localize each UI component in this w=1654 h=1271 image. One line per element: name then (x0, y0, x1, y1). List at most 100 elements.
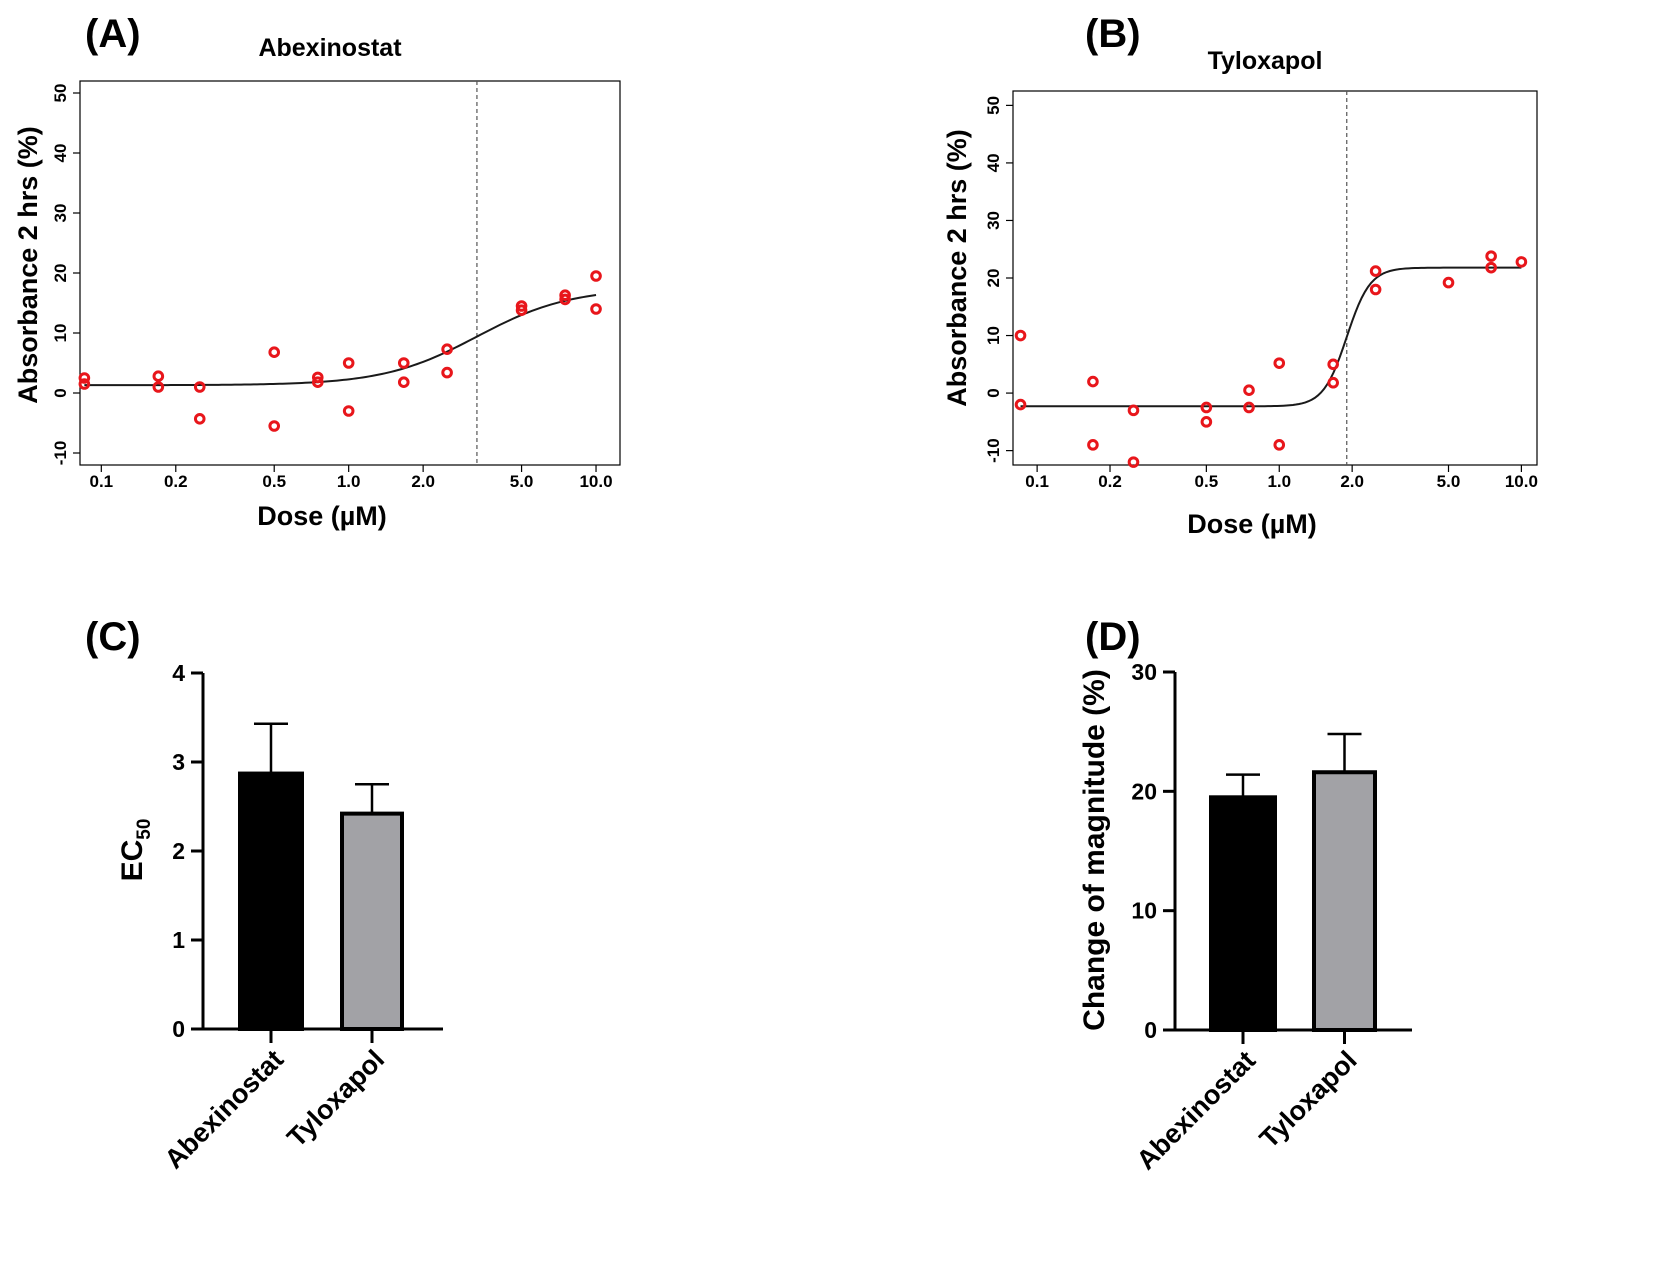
chart-d-bar-abexinostat (1209, 795, 1277, 1032)
chart-b-y-tick-label: 40 (984, 153, 1003, 172)
chart-b-data-point (1273, 357, 1286, 369)
chart-a-x-axis-title: Dose (µM) (257, 501, 387, 531)
panel-label-d: (D) (1085, 615, 1141, 659)
chart-a-x-tick-label: 0.1 (89, 472, 113, 491)
chart-d-y-tick-label: 10 (1131, 898, 1157, 924)
chart-a-data-point (559, 289, 571, 302)
chart-a-title: Abexinostat (258, 34, 402, 62)
chart-a-data-point (441, 366, 453, 379)
chart-c-category-label-tyloxapol: Tyloxapol (281, 1044, 390, 1153)
chart-b-x-axis-title: Dose (µM) (1187, 509, 1317, 539)
chart-b-data-point (1369, 283, 1382, 296)
chart-a-x-tick-label: 1.0 (337, 472, 361, 491)
chart-b-title: Tyloxapol (1208, 47, 1323, 75)
chart-b-x-tick-label: 10.0 (1505, 472, 1538, 491)
chart-a-data-point (441, 343, 453, 356)
chart-c-y-tick-label: 2 (172, 838, 185, 864)
chart-a-x-tick-label: 5.0 (510, 472, 534, 491)
chart-a-x-tick-label: 2.0 (411, 472, 435, 491)
chart-a-y-tick-label: 0 (51, 388, 70, 397)
chart-a-data-point (515, 304, 528, 317)
chart-d-bar-tyloxapol (1312, 770, 1377, 1032)
chart-b-y-tick-label: 30 (984, 211, 1003, 230)
chart-b-data-point (1014, 398, 1027, 411)
chart-a-x-tick-label: 10.0 (579, 472, 612, 491)
chart-a-fit-curve (84, 294, 597, 387)
chart-a-data-point (397, 376, 410, 389)
chart-a-data-point (342, 405, 355, 417)
chart-a-x-tick-label: 0.5 (262, 472, 286, 491)
chart-c-y-tick-label: 1 (172, 927, 185, 953)
chart-c-category-label-abexinostat: Abexinostat (159, 1044, 289, 1174)
chart-b-dose-response-tyloxapol: Tyloxapol 0.1 0.2 0.5 1.0 2.0 5.0 10.0 -10 0 10 20 3… (942, 47, 1538, 539)
chart-a-data-point (268, 420, 281, 432)
chart-a-data-point (590, 270, 602, 282)
chart-a-y-tick-label: 30 (51, 204, 70, 223)
panel-label-a: (A) (85, 12, 141, 56)
chart-a-y-tick-label: 50 (51, 84, 70, 103)
chart-a-data-point (268, 346, 281, 359)
chart-d-y-axis-title: Change of magnitude (%) (1078, 669, 1111, 1031)
chart-b-data-point (1243, 401, 1255, 414)
chart-d-y-axis-title-main: Change of magnitude (%) (1078, 669, 1111, 1031)
chart-b-x-tick-label: 5.0 (1437, 472, 1461, 491)
chart-a-y-axis-title: Absorbance 2 hrs (%) (13, 126, 43, 404)
chart-c-bar-tyloxapol (340, 811, 404, 1031)
chart-c-y-tick-label: 0 (172, 1016, 185, 1042)
chart-b-data-point (1087, 375, 1099, 388)
chart-a-data-point (559, 293, 571, 306)
chart-b-y-axis-title: Absorbance 2 hrs (%) (942, 129, 972, 407)
chart-b-x-tick-label: 0.1 (1025, 472, 1049, 491)
chart-a-data-point (78, 378, 91, 390)
chart-a-data-point (590, 303, 602, 315)
chart-b-data-point (1515, 256, 1528, 268)
chart-b-data-point (1369, 265, 1382, 277)
chart-d-y-tick-label: 20 (1131, 778, 1157, 804)
panel-label-b: (B) (1085, 12, 1141, 56)
chart-a-data-point (152, 381, 165, 393)
chart-a-data-point (397, 357, 410, 369)
chart-a-data-point (515, 300, 528, 312)
chart-c-y-tick-label: 3 (172, 749, 185, 775)
chart-b-x-tick-label: 2.0 (1340, 472, 1364, 491)
chart-b-data-point (1327, 358, 1339, 371)
chart-b-data-point (1200, 401, 1213, 414)
chart-b-data-point (1087, 439, 1099, 451)
chart-b-data-point (1442, 276, 1455, 289)
panel-label-c: (C) (85, 615, 141, 659)
chart-a-y-tick-label: 10 (51, 324, 70, 343)
chart-d-y-tick-label: 30 (1131, 659, 1157, 685)
chart-b-data-point (1200, 416, 1213, 428)
chart-b-data-point (1243, 384, 1255, 397)
chart-b-x-tick-label: 0.5 (1195, 472, 1219, 491)
chart-d-y-tick-label: 0 (1144, 1017, 1157, 1043)
chart-b-data-point (1485, 261, 1497, 274)
chart-c-y-axis-title: EC50 (116, 819, 155, 882)
chart-b-y-tick-label: 0 (984, 388, 1003, 397)
chart-a-dose-response-abexinostat: Abexinostat 0.1 0.2 0.5 1.0 2.0 5.0 10.0 -10 0 10 2… (13, 34, 621, 531)
chart-d-category-label-tyloxapol: Tyloxapol (1254, 1045, 1363, 1154)
chart-a-data-point (193, 413, 206, 425)
chart-b-y-tick-label: 20 (984, 269, 1003, 288)
chart-b-y-tick-label: 10 (984, 326, 1003, 345)
chart-b-y-tick-label: 50 (984, 96, 1003, 115)
chart-a-y-tick-label: 20 (51, 264, 70, 283)
chart-b-data-point (1014, 329, 1027, 342)
chart-b-y-tick-label: -10 (984, 438, 1003, 463)
chart-b-data-point (1327, 376, 1339, 389)
chart-a-data-point (78, 372, 91, 384)
chart-a-data-point (311, 376, 324, 389)
chart-b-data-point (1127, 456, 1140, 468)
chart-a-data-point (311, 371, 324, 384)
chart-a-data-point (193, 381, 206, 393)
chart-b-fit-curve (1020, 266, 1522, 408)
chart-c-y-tick-label: 4 (172, 660, 185, 686)
chart-d-category-label-abexinostat: Abexinostat (1131, 1045, 1261, 1175)
chart-b-x-tick-label: 1.0 (1267, 472, 1291, 491)
chart-a-y-tick-label: 40 (51, 144, 70, 163)
chart-a-y-tick-label: -10 (51, 441, 70, 466)
chart-a-data-point (342, 357, 355, 369)
